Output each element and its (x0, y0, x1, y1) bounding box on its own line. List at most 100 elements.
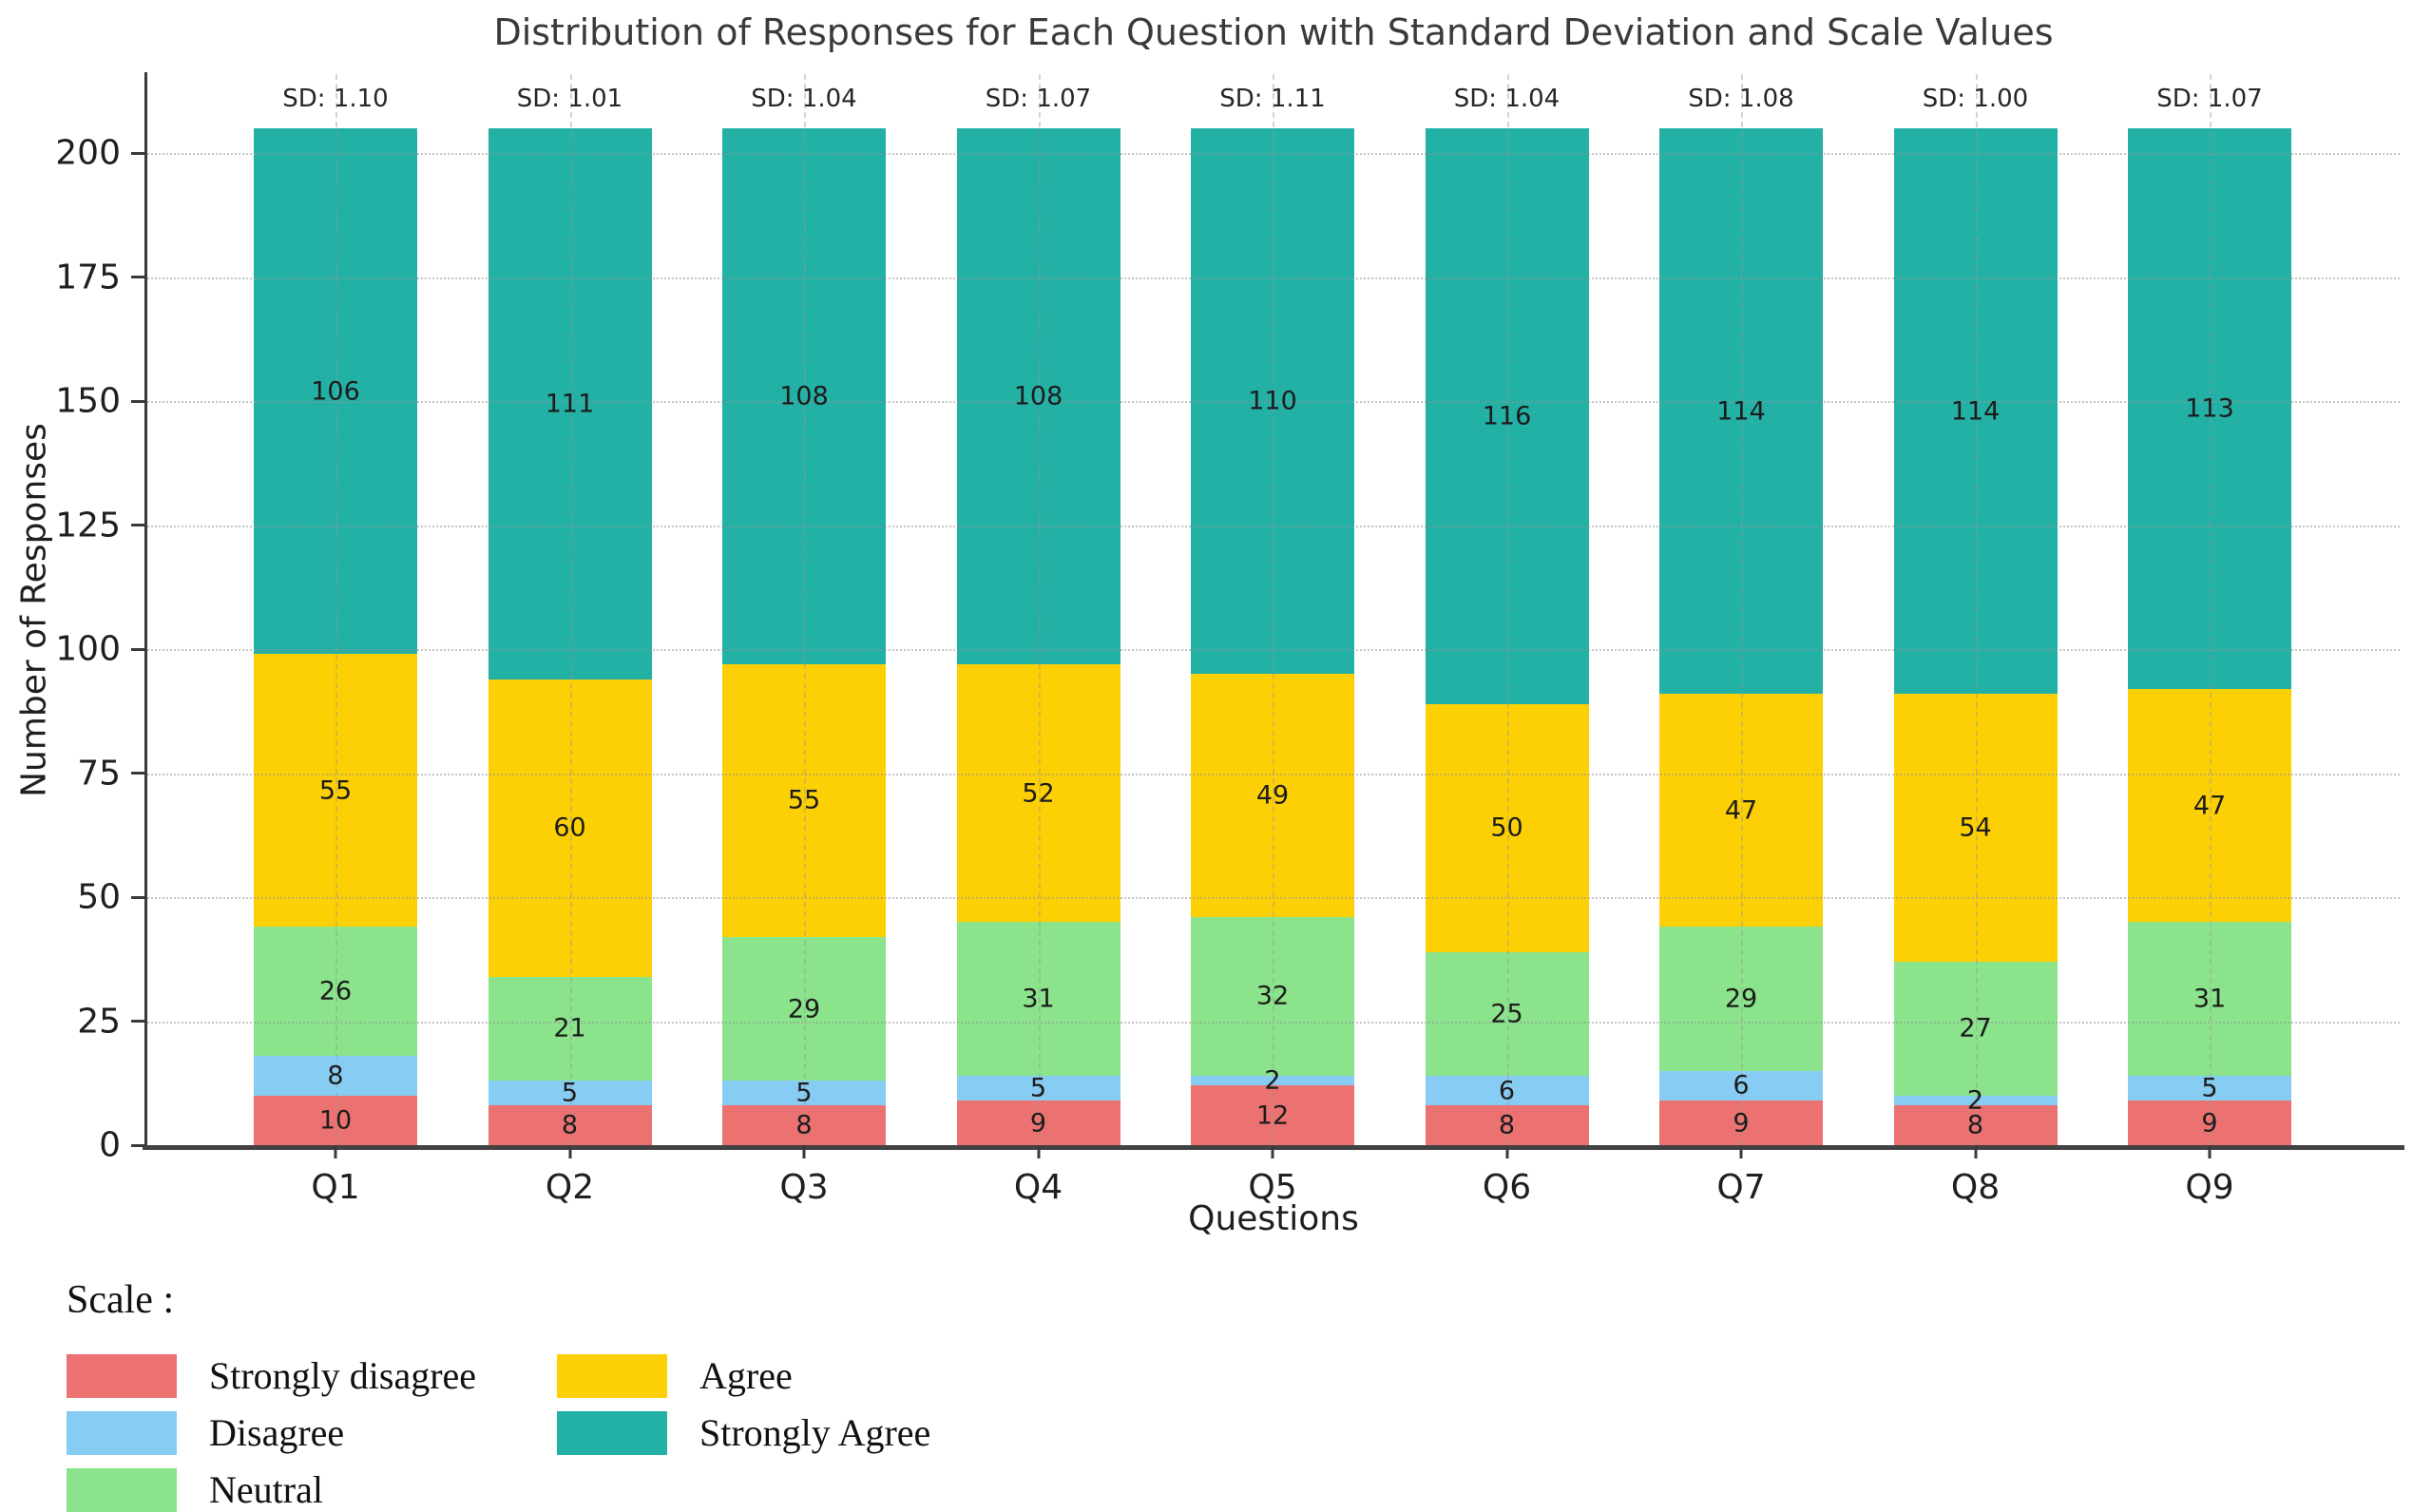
bar-value-label: 114 (1716, 396, 1766, 427)
bar-value-label: 8 (795, 1110, 813, 1140)
x-gridline (1273, 74, 1274, 1145)
legend-column: Agree Strongly Agree (557, 1353, 930, 1512)
x-gridline (2210, 74, 2212, 1145)
x-tick-mark (802, 1145, 806, 1158)
y-gridline (147, 649, 2400, 652)
bar-segment (2128, 922, 2291, 1076)
x-tick-mark (2208, 1145, 2212, 1158)
x-tick-label: Q7 (1716, 1168, 1766, 1207)
y-gridline (147, 1021, 2400, 1024)
x-gridline (1038, 74, 1041, 1145)
y-tick-label: 75 (77, 754, 121, 794)
legend-swatch (557, 1410, 667, 1455)
chart-title: Distribution of Responses for Each Quest… (493, 11, 2054, 53)
sd-label: SD: 1.07 (985, 85, 1092, 113)
bar-segment (254, 1056, 417, 1096)
x-gridline (569, 74, 572, 1145)
y-tick-label: 150 (55, 381, 121, 421)
bar-value-label: 114 (1950, 396, 2001, 427)
bar-value-label: 25 (1490, 999, 1523, 1029)
x-gridline (1741, 74, 1743, 1145)
bar-value-label: 9 (2201, 1108, 2218, 1139)
legend-item: Strongly Agree (557, 1410, 930, 1455)
bar-value-label: 29 (1724, 984, 1758, 1014)
bar-segment (1425, 1075, 1589, 1106)
bar-value-label: 5 (561, 1078, 579, 1108)
bar-value-label: 60 (553, 813, 586, 843)
x-gridline (335, 74, 337, 1145)
bar-segment (2128, 1075, 2291, 1101)
bar-segment (1425, 128, 1589, 704)
bar-segment (488, 1081, 652, 1106)
y-gridline (147, 525, 2400, 527)
x-gridline (1506, 74, 1509, 1145)
y-gridline (147, 773, 2400, 775)
x-tick-label: Q5 (1248, 1168, 1297, 1207)
legend-column: Strongly disagree Disagree Neutral (67, 1353, 557, 1512)
sd-label: SD: 1.07 (2156, 85, 2263, 113)
legend-item: Disagree (67, 1410, 557, 1455)
x-tick-mark (568, 1145, 571, 1158)
bar-value-label: 106 (311, 376, 360, 407)
bar-segment (722, 663, 886, 937)
bar-segment (956, 1101, 1120, 1145)
x-tick-mark (1037, 1145, 1040, 1158)
y-tick-label: 175 (55, 258, 121, 297)
y-gridline (147, 401, 2400, 404)
bar-segment (1425, 1105, 1589, 1145)
bar-segment (1893, 961, 2058, 1096)
bar-value-label: 5 (795, 1078, 813, 1108)
x-tick-label: Q8 (1950, 1168, 2001, 1207)
bar-value-label: 31 (2193, 984, 2227, 1014)
bar-value-label: 116 (1482, 401, 1532, 431)
bar-value-label: 6 (1498, 1076, 1516, 1106)
bar-value-label: 32 (1255, 981, 1290, 1011)
bar-value-label: 6 (1733, 1070, 1750, 1101)
bar-segment (488, 1105, 652, 1145)
bar-value-label: 47 (1724, 795, 1758, 826)
y-tick-mark (131, 895, 144, 899)
x-tick-mark (1739, 1145, 1743, 1158)
bar-segment (488, 679, 652, 977)
x-tick-mark (1271, 1145, 1274, 1158)
legend-swatch (557, 1353, 667, 1398)
y-tick-label: 25 (77, 1002, 121, 1042)
bar-segment (488, 976, 652, 1081)
x-gridline (804, 74, 806, 1145)
bar-value-label: 8 (327, 1061, 344, 1091)
y-axis-title: Number of Responses (14, 423, 54, 797)
x-tick-mark (1505, 1145, 1508, 1158)
legend-label: Strongly disagree (209, 1354, 477, 1397)
bar-value-label: 108 (779, 381, 829, 411)
bar-value-label: 2 (1966, 1085, 1984, 1116)
bar-segment (254, 654, 417, 928)
legend-swatch (67, 1410, 177, 1455)
legend-label: Neutral (209, 1468, 323, 1511)
legend-swatch (67, 1467, 177, 1512)
bar-value-label: 111 (545, 389, 595, 419)
legend-item: Agree (557, 1353, 930, 1398)
bar-value-label: 10 (318, 1105, 353, 1136)
bar-value-label: 8 (1966, 1110, 1984, 1140)
x-tick-label: Q4 (1013, 1168, 1063, 1207)
bar-value-label: 5 (2201, 1073, 2218, 1103)
bar-value-label: 29 (787, 994, 821, 1024)
legend-label: Agree (699, 1354, 793, 1397)
bar-segment (1659, 1070, 1823, 1101)
sd-label: SD: 1.08 (1688, 85, 1794, 113)
bar-segment (956, 128, 1120, 664)
y-tick-mark (131, 399, 144, 403)
x-gridline (1975, 74, 1978, 1145)
bar-value-label: 52 (1022, 778, 1055, 809)
y-tick-mark (131, 647, 144, 651)
legend-swatch (67, 1353, 177, 1398)
bar-value-label: 49 (1255, 780, 1290, 811)
y-tick-mark (131, 276, 144, 279)
bar-value-label: 110 (1248, 386, 1297, 416)
bar-segment (1191, 1085, 1354, 1145)
plot-area: 0 25 50 75 100 125 150 175 200 10 8 26 55 106 SD: 1.10… (55, 74, 2400, 1207)
bar-value-label: 9 (1733, 1108, 1750, 1139)
bar-segment (1191, 917, 1354, 1076)
bar-segment (488, 128, 652, 679)
bar-segment (722, 128, 886, 664)
